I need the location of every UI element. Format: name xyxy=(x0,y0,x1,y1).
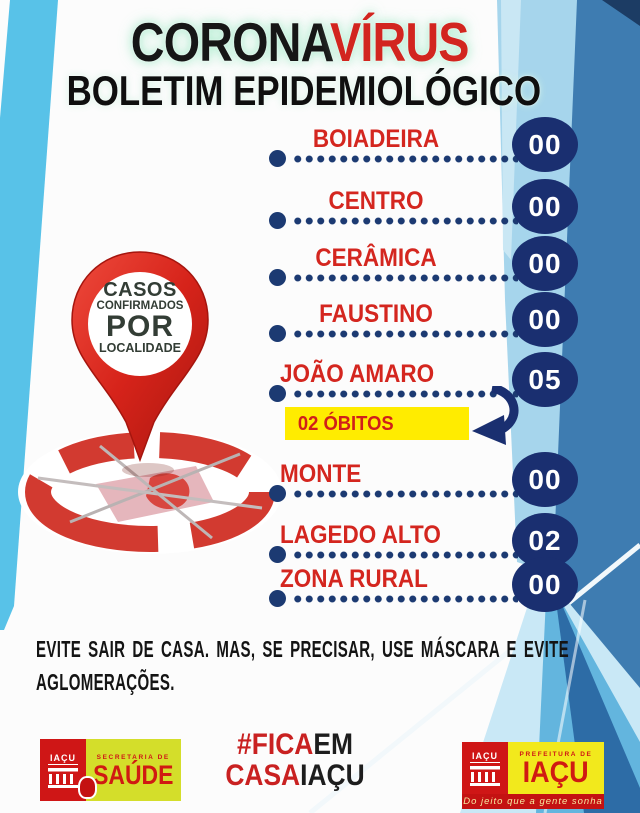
dotted-leader xyxy=(269,150,518,167)
cases-badge: 05 xyxy=(512,352,578,407)
prefeitura-slogan: Do jeito que a gente sonha xyxy=(462,794,604,809)
locality-name: JOÃO AMARO xyxy=(280,360,435,388)
map-pin-icon xyxy=(18,251,282,554)
saude-dept-name: SAÚDE xyxy=(93,759,174,790)
dotted-leader xyxy=(269,325,518,342)
curved-arrow-icon xyxy=(472,386,519,445)
cases-badge: 02 xyxy=(512,513,578,568)
dotted-leader xyxy=(269,385,518,402)
campaign-hashtag: #FICAEM CASAIAÇU xyxy=(170,729,420,791)
saude-logo: IAÇU SECRETARIA DE SAÚDE xyxy=(40,739,181,801)
pin-caption-line1: CASOS xyxy=(103,279,177,301)
prefeitura-logo-city: IAÇU xyxy=(470,750,500,763)
dotted-leader xyxy=(269,269,518,286)
locality-name: CERÂMICA xyxy=(315,244,437,272)
pin-caption-line3: POR xyxy=(105,310,174,343)
advisory-line2: AGLOMERAÇÕES. xyxy=(36,669,175,695)
map-pin-graphic: CASOS CONFIRMADOS POR LOCALIDADE xyxy=(0,240,300,570)
cases-badge: 00 xyxy=(512,557,578,612)
pin-caption-line2: CONFIRMADOS xyxy=(96,300,184,312)
title-word-corona: CORONA xyxy=(131,11,331,73)
mascot-icon xyxy=(78,776,97,799)
prefeitura-logo-city-block: IAÇU xyxy=(462,742,508,794)
saude-logo-dept-block: SECRETARIA DE SAÚDE xyxy=(86,739,181,801)
dotted-leader xyxy=(269,212,518,229)
building-icon xyxy=(48,767,78,788)
saude-dept-label: SECRETARIA DE xyxy=(96,753,170,761)
advisory-text: EVITE SAIR DE CASA. MAS, SE PRECISAR, US… xyxy=(36,633,640,699)
prefeitura-logo: IAÇU PREFEITURA DE IAÇU Do jeito que a g… xyxy=(462,742,604,809)
locality-name: LAGEDO ALTO xyxy=(280,521,441,549)
page-title: CORONAVÍRUS xyxy=(0,14,600,70)
cases-badge: 00 xyxy=(512,179,578,234)
locality-row: JOÃO AMARO 05 xyxy=(268,352,598,407)
pin-caption: CASOS CONFIRMADOS POR LOCALIDADE xyxy=(88,280,192,355)
saude-logo-city-block: IAÇU xyxy=(40,739,86,801)
page-subtitle: BOLETIM EPIDEMIOLÓGICO xyxy=(66,67,542,114)
locality-row: CERÂMICA 00 xyxy=(268,236,598,291)
advisory-line1: EVITE SAIR DE CASA. MAS, SE PRECISAR, US… xyxy=(36,636,569,662)
pin-caption-line4: LOCALIDADE xyxy=(99,341,181,355)
cases-badge: 00 xyxy=(512,452,578,507)
hashtag-line2: CASAIAÇU xyxy=(185,760,405,791)
locality-name: FAUSTINO xyxy=(319,300,433,328)
locality-row: MONTE 00 xyxy=(268,452,598,507)
locality-list: BOIADEIRA 00 CENTRO 00 CERÂMICA 00 FAUST… xyxy=(268,0,608,700)
locality-name: CENTRO xyxy=(328,187,424,215)
cases-badge: 00 xyxy=(512,236,578,291)
cases-badge: 00 xyxy=(512,117,578,172)
locality-name: ZONA RURAL xyxy=(280,565,428,593)
deaths-note-text: 02 ÓBITOS xyxy=(297,413,394,435)
prefeitura-dept-label: PREFEITURA DE xyxy=(519,750,593,758)
title-word-virus: VÍRUS xyxy=(330,11,469,73)
hashtag-line1: #FICAEM xyxy=(185,729,405,760)
locality-name: BOIADEIRA xyxy=(312,125,440,153)
hashtag-casa: CASA xyxy=(225,759,301,792)
hashtag-fica: #FICA xyxy=(237,728,314,761)
locality-name: MONTE xyxy=(280,460,362,488)
building-icon xyxy=(470,765,500,786)
prefeitura-dept-name: IAÇU xyxy=(522,755,590,789)
dotted-leader xyxy=(269,485,518,502)
locality-row: BOIADEIRA 00 xyxy=(268,117,598,172)
dotted-leader xyxy=(269,590,518,607)
prefeitura-logo-dept-block: PREFEITURA DE IAÇU xyxy=(508,742,604,794)
locality-row: CENTRO 00 xyxy=(268,179,598,234)
hashtag-iacu: IAÇU xyxy=(300,759,365,792)
deaths-note: 02 ÓBITOS xyxy=(285,407,469,440)
dotted-leader xyxy=(269,546,518,563)
saude-logo-city: IAÇU xyxy=(48,752,78,765)
locality-row: LAGEDO ALTO 02 xyxy=(268,513,598,568)
cases-badge: 00 xyxy=(512,292,578,347)
hashtag-em: EM xyxy=(313,728,353,761)
locality-row: ZONA RURAL 00 xyxy=(268,557,598,612)
locality-row: FAUSTINO 00 xyxy=(268,292,598,347)
